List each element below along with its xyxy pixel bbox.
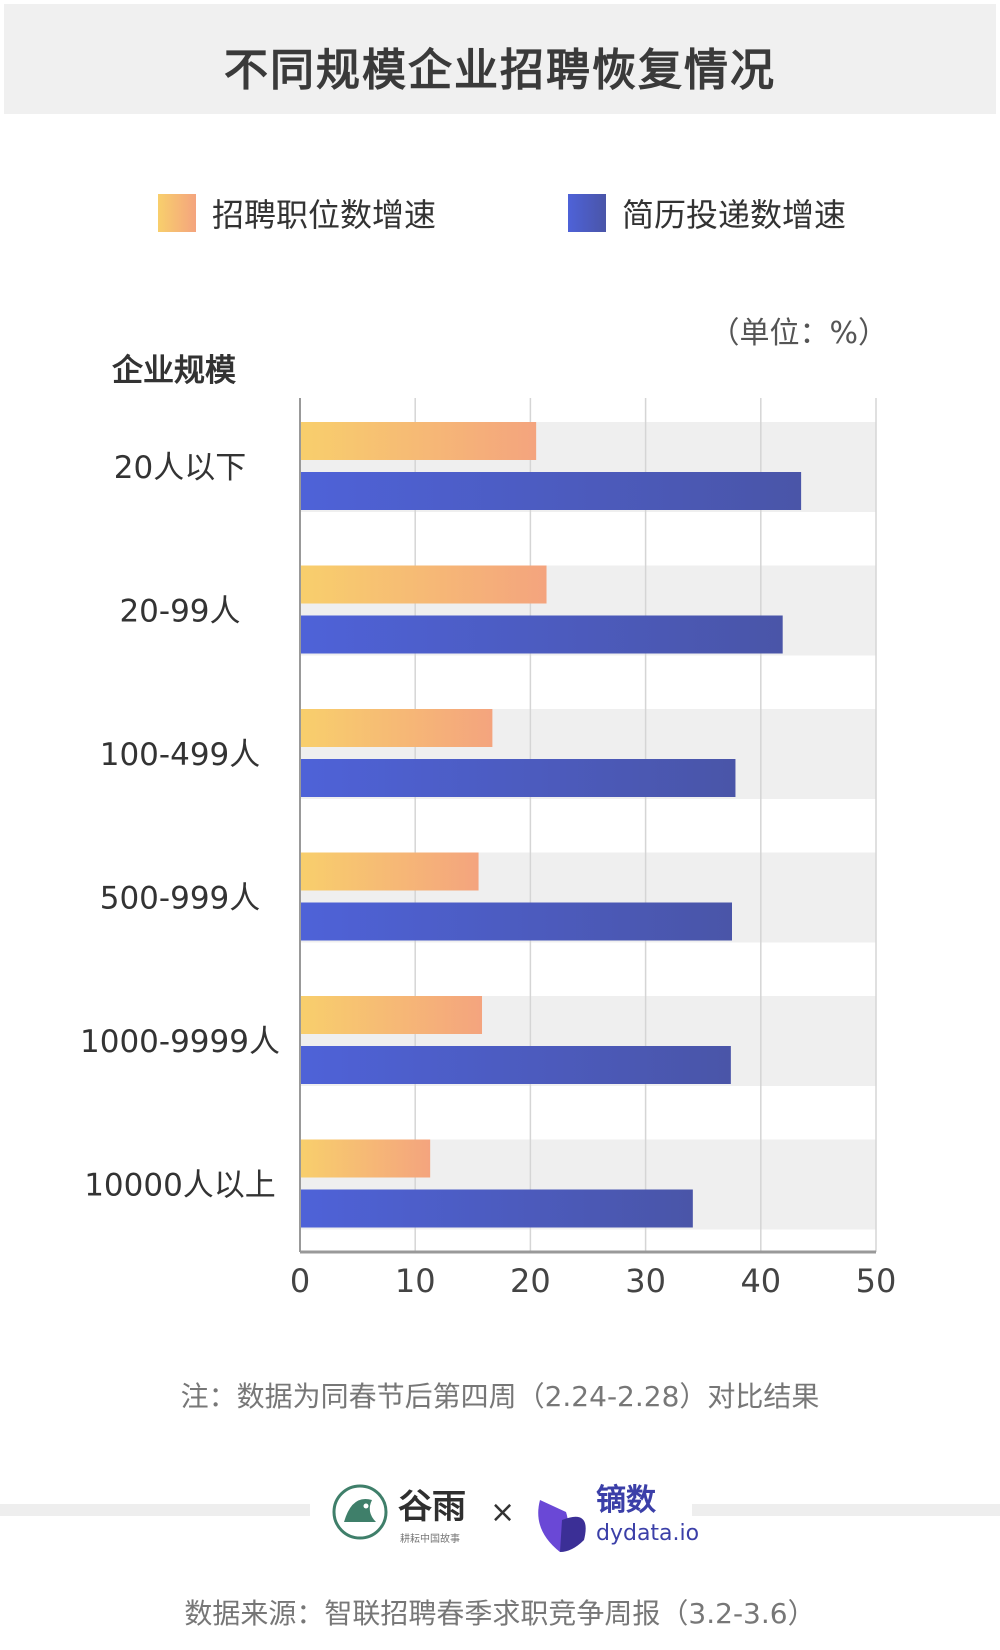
bar-series1 bbox=[300, 422, 537, 460]
dydata-logo-name: 镝数 bbox=[596, 1483, 657, 1518]
guyu-logo-tagline: 耕耘中国故事 bbox=[400, 1532, 460, 1545]
legend-swatch-series2 bbox=[568, 194, 606, 232]
bar-series1 bbox=[300, 565, 547, 604]
title-bar: 不同规模企业招聘恢复情况 bbox=[4, 4, 996, 114]
legend-label-series2: 简历投递数增速 bbox=[622, 196, 847, 234]
logo-divider-right bbox=[692, 1504, 1000, 1516]
x-tick-label: 10 bbox=[395, 1262, 436, 1300]
logo-divider-left bbox=[0, 1504, 310, 1516]
legend-item-series1: 招聘职位数增速 bbox=[158, 190, 436, 236]
category-label: 10000人以上 bbox=[84, 1168, 276, 1204]
chart-title: 不同规模企业招聘恢复情况 bbox=[224, 45, 776, 96]
category-label: 1000-9999人 bbox=[80, 1024, 280, 1060]
x-tick-label: 50 bbox=[856, 1262, 897, 1300]
dydata-logo-domain: dydata.io bbox=[596, 1521, 699, 1546]
legend-swatch-series1 bbox=[158, 194, 196, 232]
dydata-butterfly-icon bbox=[538, 1500, 586, 1552]
bar-series2 bbox=[300, 472, 802, 510]
data-source: 数据来源：智联招聘春季求职竞争周报（3.2-3.6） bbox=[184, 1597, 816, 1630]
y-axis-title: 企业规模 bbox=[112, 353, 236, 389]
x-tick-label: 0 bbox=[290, 1262, 310, 1300]
x-tick-label: 30 bbox=[625, 1262, 666, 1300]
bar-series2 bbox=[300, 615, 783, 654]
bar-series1 bbox=[300, 709, 493, 747]
bar-series2 bbox=[300, 1046, 731, 1084]
category-label: 500-999人 bbox=[100, 881, 261, 917]
bar-series1 bbox=[300, 852, 479, 891]
bar-series1 bbox=[300, 996, 483, 1034]
bar-series2 bbox=[300, 902, 732, 941]
footnote: 注：数据为同春节后第四周（2.24-2.28）对比结果 bbox=[180, 1380, 820, 1413]
bar-series2 bbox=[300, 1189, 693, 1228]
logos-row: 谷雨 耕耘中国故事 × 镝数 dydata.io bbox=[332, 1483, 699, 1552]
guyu-logo-icon bbox=[332, 1484, 388, 1540]
x-tick-label: 40 bbox=[740, 1262, 781, 1300]
guyu-logo-name: 谷雨 bbox=[398, 1487, 466, 1527]
bar-series2 bbox=[300, 759, 736, 797]
bar-series1 bbox=[300, 1139, 431, 1178]
category-label: 100-499人 bbox=[100, 737, 261, 773]
legend-label-series1: 招聘职位数增速 bbox=[212, 196, 437, 234]
x-tick-label: 20 bbox=[510, 1262, 551, 1300]
category-label: 20人以下 bbox=[114, 450, 246, 486]
unit-label: （单位：%） bbox=[709, 316, 888, 351]
category-label: 20-99人 bbox=[119, 594, 240, 630]
logo-cross: × bbox=[490, 1495, 515, 1530]
legend-item-series2: 简历投递数增速 bbox=[568, 190, 846, 236]
